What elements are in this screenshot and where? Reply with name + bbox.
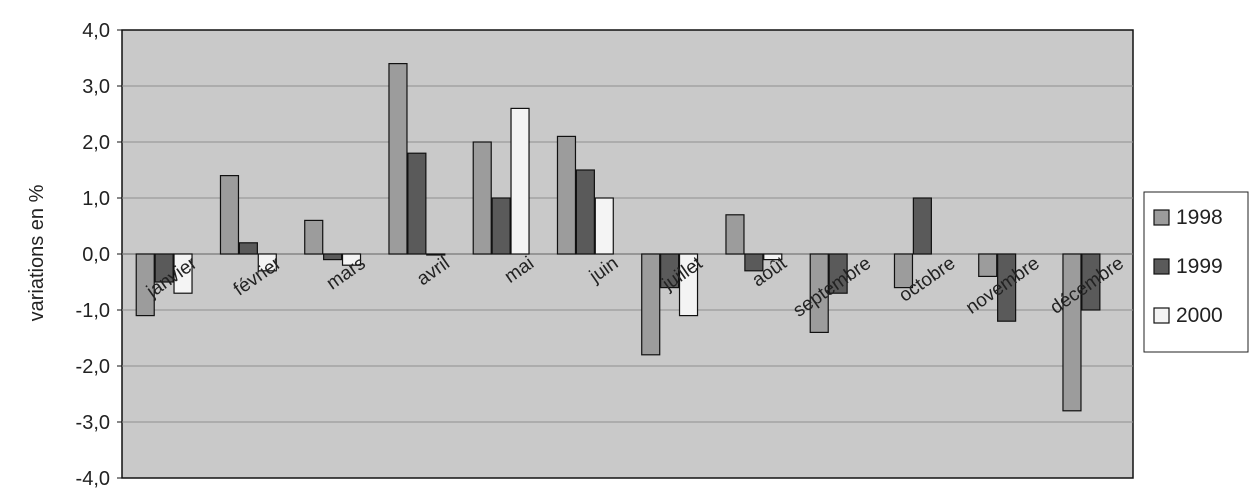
bar-1999 [912,197,932,255]
bar-1998 [978,253,998,277]
legend-swatch-1999 [1153,258,1170,275]
bars [135,62,1101,412]
bar-1998 [388,62,408,255]
bar-1999 [997,253,1017,322]
bar-1998 [219,175,240,255]
bar-1999 [238,242,258,255]
bar-2000 [678,253,699,317]
y-tick-label: 2,0 [82,132,110,154]
legend-swatch-2000 [1153,307,1170,324]
bar-1998 [556,135,577,255]
bar-1998 [809,253,829,334]
bar-1999 [491,197,511,255]
plot-area [121,29,1134,479]
legend-label-1998: 1998 [1176,206,1223,229]
legend-swatch-1998 [1153,209,1170,226]
y-tick-label: 1,0 [82,188,110,210]
bar-1998 [304,219,324,255]
bar-1998 [641,253,661,356]
bar-1999 [744,253,764,272]
bar-2000 [173,253,193,294]
bar-1998 [472,141,492,255]
bar-1998 [893,253,914,289]
bar-1998 [135,253,155,317]
y-axis: -4,0 -3,0 -2,0 -1,0 0,0 1,0 2,0 3,0 4,0 [76,20,122,490]
y-tick-label: -4,0 [76,468,110,490]
bar-1999 [828,253,848,294]
y-axis-label: variations en % [26,184,48,321]
bar-1998 [1062,253,1082,412]
y-tick-label: -3,0 [76,412,110,434]
y-tick-label: 3,0 [82,76,110,98]
bar-1999 [407,152,427,255]
bar-1999 [575,169,595,255]
bar-1999 [660,253,680,289]
y-tick-label: 0,0 [82,244,110,266]
bar-1998 [725,214,745,255]
bar-2000 [257,253,277,272]
bar-2000 [341,253,362,266]
legend-label-1999: 1999 [1176,255,1223,278]
bar-2000 [594,197,614,255]
bar-2000 [763,253,783,261]
y-tick-label: 4,0 [82,20,110,42]
bar-2000 [426,253,446,256]
bar-1999 [323,253,343,261]
legend: 1998 1999 2000 [1143,191,1249,353]
bar-1999 [1081,253,1101,311]
y-tick-label: -1,0 [76,300,110,322]
y-tick-label: -2,0 [76,356,110,378]
bar-1999 [154,253,174,283]
bar-2000 [510,107,530,255]
legend-label-2000: 2000 [1176,304,1223,327]
